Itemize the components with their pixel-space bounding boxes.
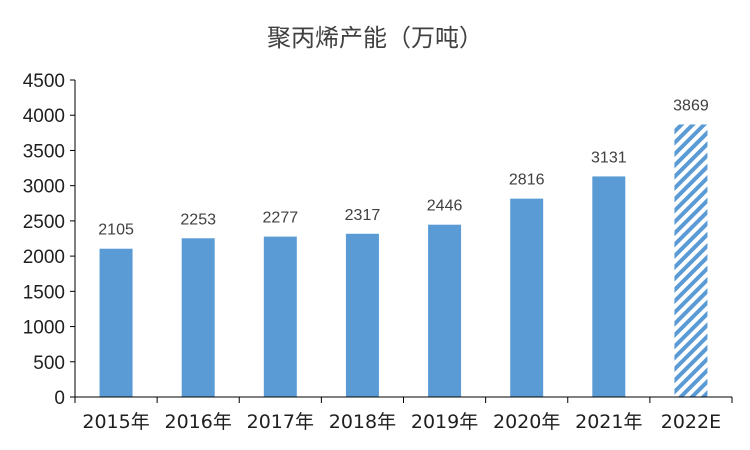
bar [345,233,379,397]
y-tick-label: 4000 [23,106,65,127]
y-tick-label: 3500 [23,141,65,162]
y-tick-label: 3000 [23,177,65,198]
x-tick-label: 2015年 [82,411,149,433]
data-label: 3869 [673,97,709,114]
data-label: 2816 [509,172,545,189]
x-tick-label: 2017年 [247,411,314,433]
bar [592,176,626,397]
data-label: 2105 [98,222,134,239]
y-tick-label: 2500 [23,212,65,233]
bar [510,198,544,397]
data-label: 2446 [427,198,463,215]
bar-estimate [674,124,708,398]
x-tick-label: 2020年 [493,411,560,433]
bar [99,248,133,397]
bar [428,224,462,397]
data-label: 2277 [263,210,299,227]
y-tick-label: 4500 [23,71,65,92]
data-label: 3131 [591,149,627,166]
y-tick-label: 2000 [23,247,65,268]
y-tick-label: 1000 [23,318,65,339]
bar [263,236,297,397]
x-tick-label: 2022E [661,411,721,433]
x-tick-label: 2019年 [411,411,478,433]
data-label: 2317 [345,207,381,224]
x-tick-label: 2018年 [329,411,396,433]
chart-title: 聚丙烯产能（万吨） [267,24,483,52]
x-tick-label: 2016年 [165,411,232,433]
data-label: 2253 [180,211,216,228]
x-tick-label: 2021年 [575,411,642,433]
y-tick-label: 500 [33,353,65,374]
bar [181,238,215,397]
y-tick-label: 1500 [23,282,65,303]
y-tick-label: 0 [54,388,65,409]
